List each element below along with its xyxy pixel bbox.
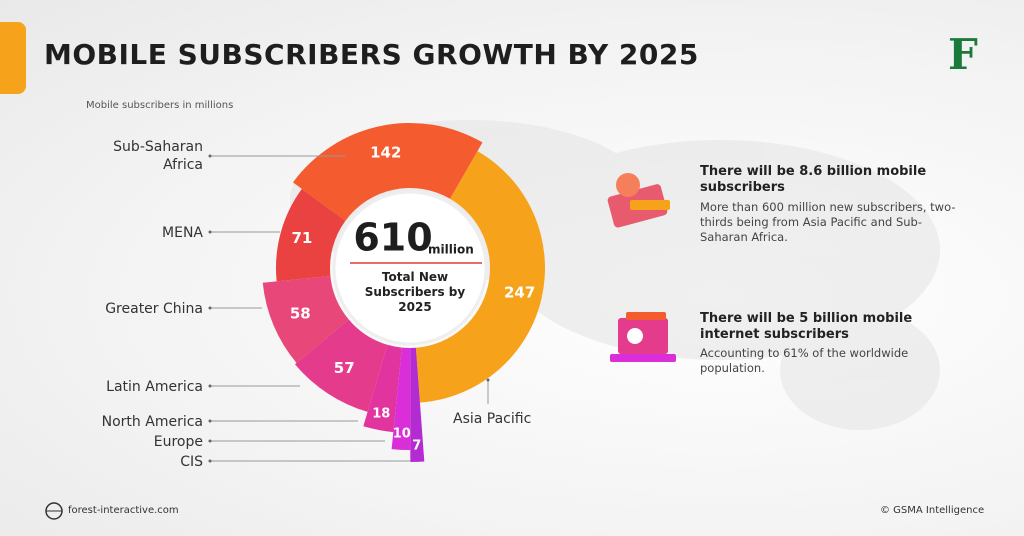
icon-globe <box>45 502 63 520</box>
accent-bar <box>0 22 26 94</box>
leader-dot <box>208 459 212 463</box>
segment <box>415 151 545 403</box>
title: MOBILE SUBSCRIBERS GROWTH BY 2025 <box>44 38 699 71</box>
leader-dot <box>208 439 212 443</box>
leader-dot <box>208 306 212 310</box>
center-circle <box>332 190 488 346</box>
fact-title: There will be 8.6 billion mobile subscri… <box>700 164 927 195</box>
category-label: North America <box>101 414 203 430</box>
segment <box>410 347 425 462</box>
category-label: MENA <box>162 225 203 241</box>
value-label: 58 <box>290 305 311 323</box>
segment <box>294 319 388 412</box>
segment <box>292 123 483 221</box>
leader-dot <box>208 419 212 423</box>
leader-dot <box>486 378 490 382</box>
leader-dot <box>208 230 212 234</box>
center-label: Total New Subscribers by 2025 <box>364 270 466 314</box>
segment <box>262 275 349 364</box>
segment <box>276 188 346 282</box>
value-label: 247 <box>504 284 535 302</box>
value-label: 18 <box>372 407 390 422</box>
icon-laptop <box>610 312 676 362</box>
value-label: 10 <box>393 426 411 441</box>
total-unit: million <box>428 243 474 257</box>
category-label: CIS <box>180 454 203 470</box>
fact-text: Accounting to 61% of the worldwide popul… <box>700 346 909 375</box>
leader-dot <box>208 154 212 158</box>
logo: F <box>948 30 978 79</box>
category-label: Europe <box>153 434 203 450</box>
value-label: 57 <box>334 359 355 377</box>
leader-dot <box>208 384 212 388</box>
category-label: Greater China <box>105 301 203 317</box>
icon-phone <box>607 173 670 228</box>
website: forest-interactive.com <box>68 505 179 516</box>
segment <box>391 347 411 450</box>
source: © GSMA Intelligence <box>880 505 985 516</box>
category-label: Latin America <box>106 379 203 395</box>
value-label: 142 <box>370 144 401 162</box>
fact-title: There will be 5 billion mobile internet … <box>700 311 913 342</box>
subtitle: Mobile subscribers in millions <box>86 100 234 111</box>
segment <box>363 344 402 433</box>
total: 610 <box>353 216 432 260</box>
fact-text: More than 600 million new subscribers, t… <box>700 200 956 244</box>
category-label: Asia Pacific <box>453 411 532 427</box>
value-label: 71 <box>292 229 313 247</box>
value-label: 7 <box>412 438 421 453</box>
category-label: Sub-Saharan Africa <box>113 139 203 173</box>
